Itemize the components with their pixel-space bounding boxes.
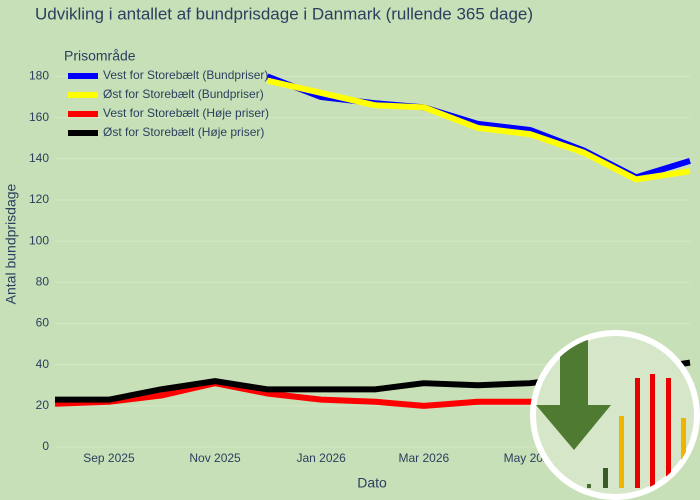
- legend-label: Øst for Storebælt (Bundpriser): [103, 87, 264, 101]
- legend-label: Øst for Storebælt (Høje priser): [103, 125, 264, 139]
- y-tick-label: 140: [29, 151, 49, 165]
- y-tick-label: 40: [36, 357, 50, 371]
- y-tick-label: 20: [36, 398, 50, 412]
- y-tick-label: 160: [29, 110, 49, 124]
- legend-label: Vest for Storebælt (Bundpriser): [103, 68, 268, 82]
- y-tick-label: 120: [29, 192, 49, 206]
- y-tick-label: 80: [36, 274, 50, 288]
- legend: Vest for Storebælt (Bundpriser) Øst for S…: [68, 68, 269, 139]
- app-badge: [530, 330, 700, 500]
- y-tick-label: 180: [29, 69, 49, 83]
- y-axis-title: Antal bundprisdage: [3, 183, 19, 304]
- x-tick-label: Mar 2026: [398, 451, 449, 465]
- x-axis-title: Dato: [357, 475, 387, 491]
- y-tick-label: 0: [42, 439, 49, 453]
- chart-title: Udvikling i antallet af bundprisdage i D…: [35, 4, 533, 23]
- x-tick-label: Nov 2025: [189, 451, 241, 465]
- legend-label: Vest for Storebælt (Høje priser): [103, 106, 269, 120]
- y-tick-label: 100: [29, 233, 49, 247]
- legend-title: Prisområde: [64, 48, 136, 64]
- x-tick-label: Sep 2025: [83, 451, 135, 465]
- x-tick-label: Jan 2026: [296, 451, 346, 465]
- series-line: [266, 77, 691, 183]
- y-tick-label: 60: [36, 316, 50, 330]
